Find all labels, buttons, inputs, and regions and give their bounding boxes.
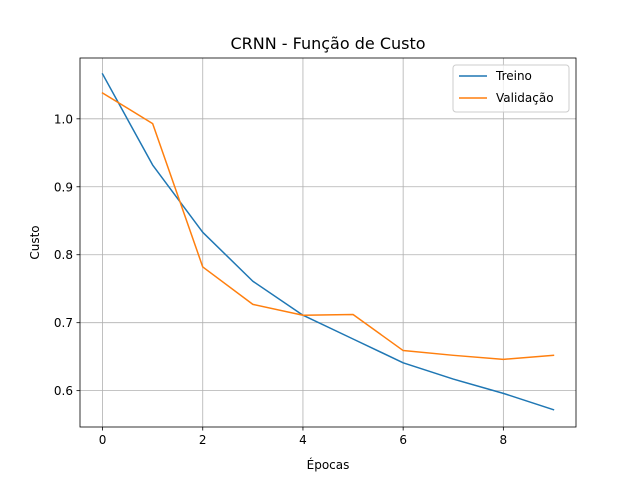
series-line-1: [101, 91, 555, 361]
x-axis-ticks: 0 2 4 6 8: [99, 427, 507, 447]
grid-lines: [80, 58, 576, 427]
y-tick-label: 0.6: [54, 384, 73, 398]
x-axis-label: Épocas: [307, 457, 350, 472]
series-line-0: [101, 72, 555, 411]
x-tick-label: 2: [199, 433, 207, 447]
chart-title: CRNN - Função de Custo: [230, 34, 425, 53]
x-tick-label: 4: [299, 433, 307, 447]
y-axis-label: Custo: [28, 225, 42, 259]
legend-label-treino: Treino: [495, 69, 532, 83]
y-tick-label: 1.0: [54, 112, 73, 126]
y-tick-label: 0.9: [54, 180, 73, 194]
series-layer: [101, 72, 555, 411]
x-tick-label: 0: [99, 433, 107, 447]
y-tick-label: 0.8: [54, 248, 73, 262]
x-tick-label: 6: [399, 433, 407, 447]
y-axis-ticks: 0.6 0.7 0.8 0.9 1.0: [54, 112, 80, 398]
y-tick-label: 0.7: [54, 316, 73, 330]
x-tick-label: 8: [500, 433, 508, 447]
legend: Treino Validação: [452, 64, 570, 113]
legend-label-validacao: Validação: [496, 91, 554, 105]
plot-area-frame: [79, 57, 577, 428]
